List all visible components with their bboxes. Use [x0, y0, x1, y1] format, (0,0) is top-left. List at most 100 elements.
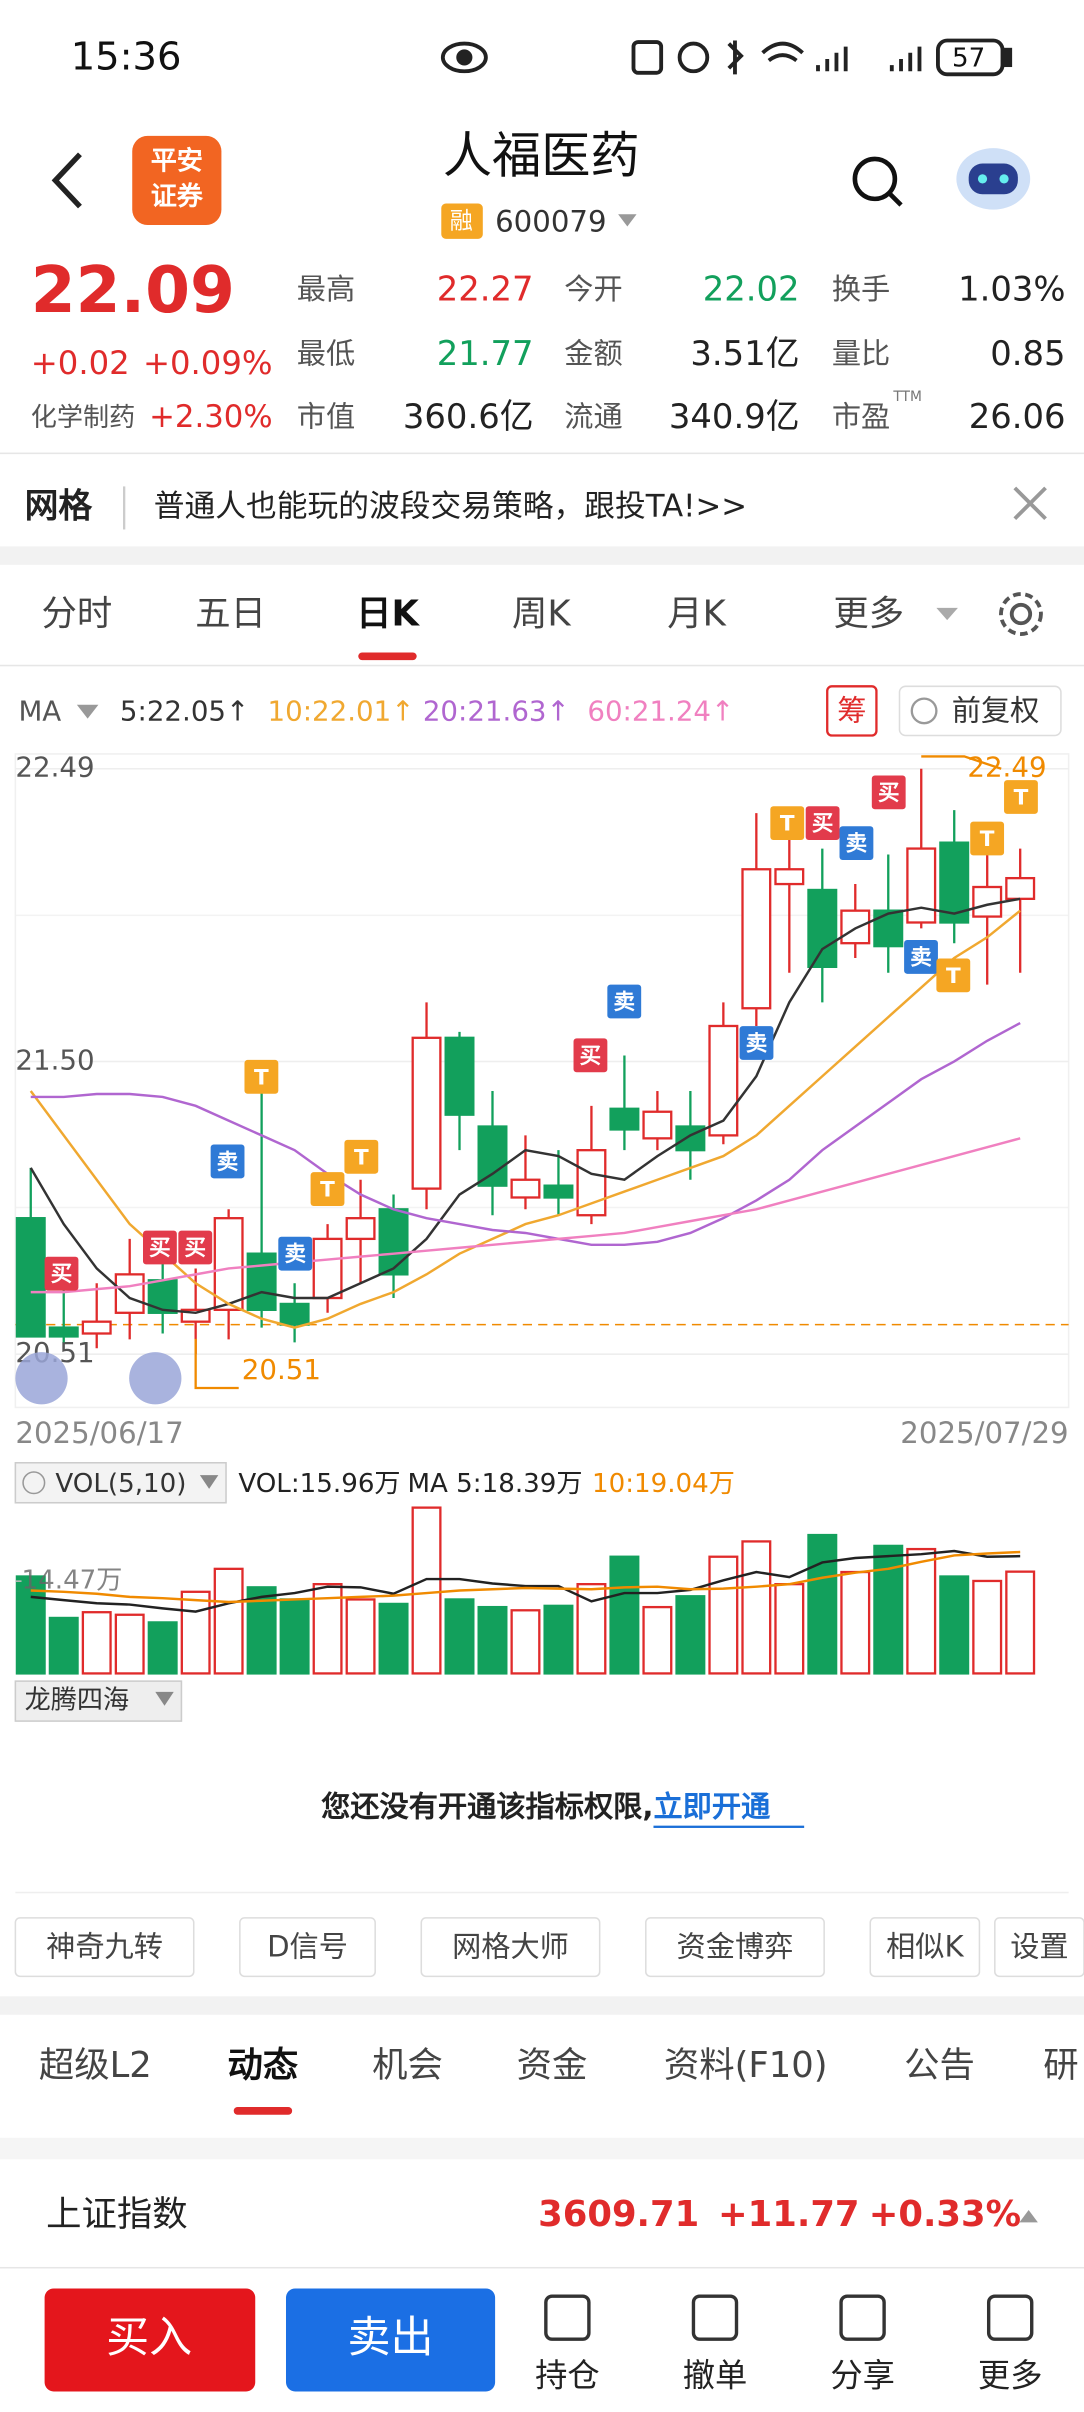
logo-text: 证券: [151, 181, 204, 212]
signal-badge: [970, 821, 1005, 856]
margin-tag-text: 融: [450, 208, 473, 234]
high-mark: 22.49: [967, 751, 1046, 784]
period-tab[interactable]: 月K: [667, 594, 726, 635]
volume-bar: [180, 1590, 211, 1675]
stat-value: 360.6亿: [403, 397, 534, 436]
chip-button[interactable]: [826, 685, 878, 737]
buy-button-text: 买入: [106, 2313, 192, 2363]
section-tab[interactable]: 动态: [228, 2045, 299, 2086]
active-tab-indicator: [358, 652, 417, 661]
zoom-button[interactable]: [129, 1352, 182, 1405]
indicator-dropdown[interactable]: [14, 1680, 183, 1722]
action-buttons: 持仓 撤单 分享 更多: [535, 2294, 1043, 2395]
action-icon[interactable]: [691, 2294, 739, 2341]
section-tab[interactable]: 资料(F10): [664, 2045, 828, 2086]
stat-label: 最高: [297, 272, 355, 306]
signal-badge: [44, 1256, 79, 1291]
tool-button[interactable]: [994, 1917, 1084, 1978]
back-button[interactable]: [51, 152, 82, 209]
signal-label: 卖: [614, 989, 636, 1015]
banner-text[interactable]: 普通人也能玩的波段交易策略，跟投TA!>>: [154, 488, 747, 524]
action-label: 更多: [978, 2357, 1043, 2395]
volume-bar: [642, 1605, 673, 1675]
signal-label: 买: [812, 812, 834, 837]
period-tab[interactable]: 五日: [195, 594, 266, 635]
scroll-button[interactable]: [15, 1352, 68, 1405]
volume-bar: [477, 1605, 508, 1675]
volume-bar: [444, 1598, 475, 1675]
action-icon[interactable]: [986, 2294, 1034, 2341]
adjust-button[interactable]: [898, 685, 1062, 737]
permission-message: 您还没有开通该指标权限,: [321, 1790, 653, 1824]
volume-bar: [279, 1598, 310, 1675]
signal-label: T: [980, 827, 995, 852]
indicator-selector[interactable]: [14, 1462, 227, 1504]
signal-badge: [739, 1026, 774, 1060]
period-tab[interactable]: 分时: [42, 594, 113, 635]
period-tab[interactable]: 日K: [356, 594, 420, 635]
ma-indicator[interactable]: MA: [18, 694, 61, 727]
volume-bar: [543, 1604, 574, 1675]
stat-label: 最低: [297, 337, 355, 371]
code-dropdown[interactable]: [618, 214, 637, 227]
signal-label: 买: [878, 781, 900, 806]
stat-value: 1.03%: [958, 270, 1065, 309]
permission-link[interactable]: 立即开通: [653, 1790, 771, 1824]
section-tab[interactable]: 研: [1043, 2045, 1078, 2086]
stat-value: 22.27: [437, 270, 534, 309]
signal-badge: [904, 939, 938, 974]
chip-button-text: 筹: [837, 693, 866, 727]
stock-name: 人福医药: [443, 126, 640, 184]
logo-text: 平安: [151, 146, 203, 176]
signal-label: T: [254, 1065, 269, 1090]
period-tab[interactable]: 周K: [512, 594, 571, 635]
signal-label: 卖: [910, 944, 932, 970]
section-tab[interactable]: 资金: [517, 2045, 588, 2086]
price-change-pct: +0.09%: [143, 344, 273, 382]
section-tab[interactable]: 公告: [904, 2045, 975, 2086]
plot-frame: [14, 753, 1070, 1409]
tool-button[interactable]: [14, 1917, 195, 1978]
margin-tag: [441, 203, 483, 239]
volume-ma-legend: MA 5:18.39万: [407, 1469, 582, 1499]
period-tabs: 分时 五日 日K 周K 月K 更多: [42, 594, 958, 661]
volume-bar: [939, 1575, 970, 1675]
period-tab[interactable]: 更多: [833, 594, 904, 635]
action-icon[interactable]: [544, 2294, 591, 2341]
tool-button[interactable]: [239, 1917, 376, 1978]
broker-logo: [132, 135, 222, 226]
volume-bar: [807, 1533, 838, 1675]
section-tab[interactable]: 机会: [372, 2045, 443, 2086]
signal-label: T: [320, 1178, 335, 1203]
action-label: 撤单: [683, 2357, 748, 2395]
candle-body: [147, 1279, 178, 1314]
section-tab[interactable]: 超级L2: [39, 2045, 152, 2086]
volume-bar: [609, 1555, 640, 1675]
signal-badge: [573, 1038, 608, 1073]
assistant-button[interactable]: [956, 148, 1031, 210]
tool-button[interactable]: [869, 1917, 981, 1978]
signal-label: 买: [185, 1236, 207, 1261]
ma-legend: MA 5:22.05↑ 10:22.01↑ 20:21.63↑ 60:21.24↑: [18, 694, 734, 727]
search-button[interactable]: [852, 156, 903, 207]
index-name: 上证指数: [46, 2194, 187, 2235]
volume-ma-line: [30, 1549, 1021, 1613]
tool-button[interactable]: [645, 1917, 825, 1978]
y-tick-label: 21.50: [15, 1043, 94, 1076]
status-time: 15:36: [71, 34, 182, 79]
sell-button[interactable]: [285, 2288, 496, 2392]
candle-body: [840, 909, 871, 945]
tool-button[interactable]: [420, 1917, 601, 1978]
volume-dropdown: [199, 1475, 219, 1489]
buy-button[interactable]: [44, 2288, 256, 2392]
stat-value: 26.06: [969, 397, 1066, 436]
ma-legend-entry: 10:22.01↑: [268, 694, 415, 727]
banner-close[interactable]: [1013, 486, 1047, 521]
volume-bar: [675, 1595, 706, 1675]
candle-body: [477, 1125, 508, 1187]
settings-button[interactable]: [999, 592, 1043, 636]
ma-line: [30, 1021, 1021, 1247]
action-icon[interactable]: [839, 2294, 886, 2341]
stat-label: 市值: [297, 400, 355, 434]
volume-bar: [81, 1611, 112, 1675]
